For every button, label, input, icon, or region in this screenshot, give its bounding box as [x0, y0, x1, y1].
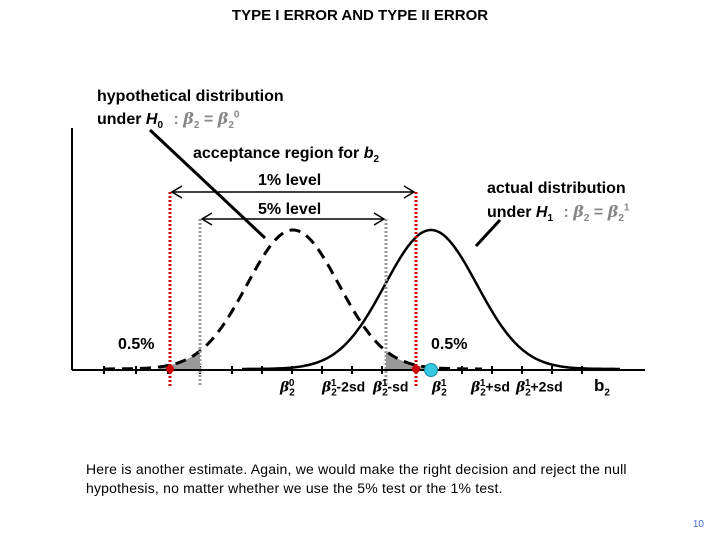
acceptance-sub: 2: [373, 154, 380, 166]
h1-label-line2: under H1 : β2 = β21: [487, 202, 629, 224]
h0-label-line1: hypothetical distribution: [97, 88, 284, 105]
h1-pointer-line: [474, 218, 502, 248]
estimate-marker: [424, 363, 438, 377]
h1-label-line1: actual distribution: [487, 180, 626, 197]
tail-left-percent: 0.5%: [118, 336, 155, 353]
h0-label-line2: under H0 : β2 = β20: [97, 109, 239, 131]
acceptance-region-label: acceptance region for b2: [193, 145, 379, 165]
tick-label-b21-2sd: β21-2sd: [322, 378, 366, 399]
x-axis-label: b2: [594, 376, 610, 398]
tick-label-b21+2sd: β21+2sd: [516, 378, 563, 399]
level-5pct-label: 5% level: [258, 201, 322, 218]
h1-hypothesis-sub: 1: [547, 213, 554, 225]
h0-hypothesis-sub: 0: [157, 120, 164, 132]
h1-equation: : β2 = β21: [563, 202, 630, 225]
tick-label-b21-sd: β21-sd: [373, 378, 409, 399]
tick-label-b21+sd: β21+sd: [471, 378, 510, 399]
tick-label-b20: β20: [280, 378, 295, 399]
right-tail-shaded: [386, 351, 426, 369]
level-1pct-label: 1% level: [258, 172, 322, 189]
acceptance-var: b: [363, 145, 374, 162]
left-tail-shaded: [160, 351, 200, 369]
tail-right-percent: 0.5%: [431, 336, 468, 353]
explanation-paragraph: Here is another estimate. Again, we woul…: [86, 461, 627, 496]
x-axis-var: b: [594, 376, 605, 395]
h0-hypothesis: H: [145, 111, 158, 128]
critical-left-marker: [166, 365, 174, 373]
h1-hypothesis: H: [535, 204, 548, 221]
h1-distribution-curve: [242, 228, 620, 371]
h0-distribution-curve: [104, 228, 482, 371]
acceptance-1pct-arrow: [170, 185, 416, 199]
h0-equation: : β2 = β20: [173, 109, 240, 132]
h0-label-prefix: under: [97, 111, 142, 128]
h0-pointer-line: [148, 128, 267, 240]
acceptance-text: acceptance region for: [193, 145, 360, 162]
critical-right-marker: [412, 365, 420, 373]
slide-title: TYPE I ERROR AND TYPE II ERROR: [231, 7, 489, 24]
tick-label-b21: β21: [432, 378, 447, 399]
page-number: 10: [692, 519, 704, 530]
x-axis-sub: 2: [604, 387, 610, 399]
acceptance-5pct-arrow: [200, 212, 386, 226]
h1-label-prefix: under: [487, 204, 532, 221]
